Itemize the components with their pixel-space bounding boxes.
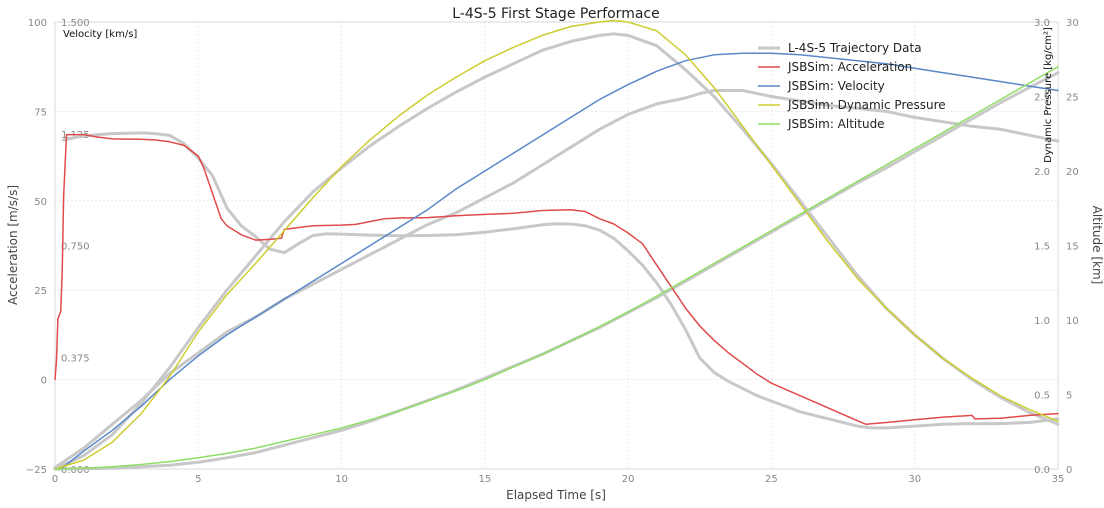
y-tick-label-dynamic-pressure: 1.0 bbox=[1034, 316, 1050, 327]
legend-label: L-4S-5 Trajectory Data bbox=[788, 41, 922, 55]
y-tick-label-dynamic-pressure: 0.0 bbox=[1034, 465, 1050, 476]
series-line-jsbsim-acceleration-acceleration bbox=[54, 133, 1059, 426]
y-tick-label-dynamic-pressure: 0.5 bbox=[1034, 391, 1050, 402]
y-tick-label-altitude: 20 bbox=[1066, 167, 1079, 178]
y-tick-label-velocity: 0.750 bbox=[61, 242, 90, 253]
x-tick-label: 25 bbox=[765, 474, 778, 485]
y-tick-label-acceleration: 25 bbox=[34, 286, 47, 297]
y-axis-label-acceleration: Acceleration [m/s/s] bbox=[6, 185, 20, 305]
legend: L-4S-5 Trajectory Data JSBSim: Accelerati… bbox=[758, 41, 946, 131]
x-axis-label: Elapsed Time [s] bbox=[506, 488, 606, 502]
x-tick-label: 35 bbox=[1052, 474, 1065, 485]
legend-label: JSBSim: Altitude bbox=[787, 117, 885, 131]
series-line-jsbsim-dynamic-pressure-dynamic-pressure bbox=[54, 19, 1059, 470]
y-axis-label-dynamic-pressure: Dynamic Pressure [kg/cm²] bbox=[1043, 27, 1054, 163]
y-axis-label-velocity: Velocity [km/s] bbox=[63, 29, 137, 40]
x-tick-label: 20 bbox=[622, 474, 635, 485]
x-tick-label: 0 bbox=[52, 474, 58, 485]
y-tick-label-altitude: 0 bbox=[1066, 465, 1072, 476]
y-tick-label-altitude: 10 bbox=[1066, 316, 1079, 327]
chart-title: L-4S-5 First Stage Performace bbox=[452, 6, 659, 22]
plot-frame bbox=[54, 21, 1059, 470]
series-line-jsbsim-velocity-velocity bbox=[59, 52, 1059, 470]
legend-label: JSBSim: Velocity bbox=[787, 79, 885, 93]
y-tick-label-velocity: 0.375 bbox=[61, 353, 90, 364]
y-tick-label-velocity: 0.000 bbox=[61, 465, 90, 476]
grid-lines bbox=[55, 22, 1058, 469]
y-tick-label-altitude: 30 bbox=[1066, 18, 1079, 29]
y-tick-label-dynamic-pressure: 2.5 bbox=[1034, 93, 1050, 104]
y-tick-label-altitude: 15 bbox=[1066, 242, 1079, 253]
x-tick-label: 15 bbox=[478, 474, 491, 485]
y-tick-label-dynamic-pressure: 3.0 bbox=[1034, 18, 1050, 29]
y-tick-label-acceleration: 100 bbox=[28, 18, 47, 29]
axis-ticks: 0 5 10 15 20 25 30 351007550250−251.5001.1250.7… bbox=[26, 18, 1079, 485]
legend-label: JSBSim: Acceleration bbox=[787, 60, 912, 74]
series-line-l-4s-5-trajectory-data-velocity bbox=[53, 89, 1060, 469]
y-tick-label-acceleration: 0 bbox=[41, 376, 47, 387]
y-tick-label-dynamic-pressure: 1.5 bbox=[1034, 242, 1050, 253]
y-tick-label-acceleration: 75 bbox=[34, 107, 47, 118]
series-line-jsbsim-altitude-altitude bbox=[54, 65, 1059, 470]
series-line-l-4s-5-trajectory-data-altitude bbox=[53, 71, 1060, 471]
series-lines bbox=[53, 19, 1060, 471]
y-tick-label-dynamic-pressure: 2.0 bbox=[1034, 167, 1050, 178]
y-tick-label-acceleration: 50 bbox=[34, 197, 47, 208]
y-axis-label-altitude: Altitude [km] bbox=[1090, 206, 1104, 285]
x-tick-label: 5 bbox=[195, 474, 201, 485]
series-line-l-4s-5-trajectory-data-acceleration bbox=[62, 131, 1060, 430]
y-tick-label-altitude: 5 bbox=[1066, 391, 1072, 402]
legend-label: JSBSim: Dynamic Pressure bbox=[787, 98, 946, 112]
x-tick-label: 10 bbox=[335, 474, 348, 485]
y-tick-label-acceleration: −25 bbox=[26, 465, 47, 476]
y-tick-label-altitude: 25 bbox=[1066, 93, 1079, 104]
y-tick-label-velocity: 1.500 bbox=[61, 18, 90, 29]
x-tick-label: 30 bbox=[908, 474, 921, 485]
